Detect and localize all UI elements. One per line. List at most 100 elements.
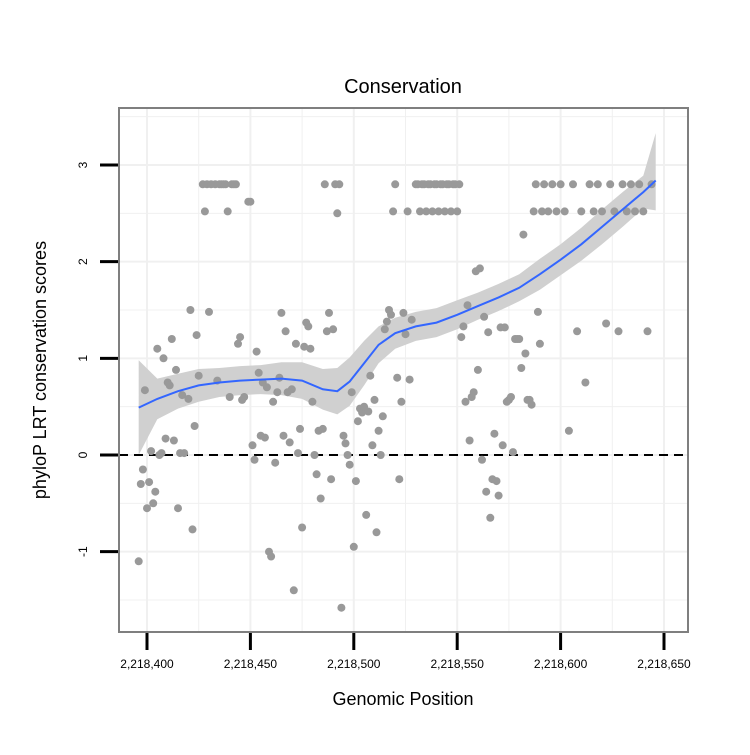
x-tick-label: 2,218,450 bbox=[224, 657, 278, 671]
data-point bbox=[569, 180, 577, 189]
data-point bbox=[482, 487, 491, 496]
data-point bbox=[267, 552, 276, 561]
x-tick-label: 2,218,500 bbox=[327, 657, 381, 671]
data-point bbox=[376, 451, 385, 459]
data-point bbox=[469, 388, 478, 397]
data-point bbox=[260, 433, 269, 442]
data-point bbox=[310, 451, 319, 459]
data-point bbox=[515, 335, 524, 343]
data-point bbox=[159, 354, 168, 363]
data-point bbox=[370, 395, 379, 404]
data-point bbox=[490, 429, 499, 438]
data-point bbox=[519, 230, 528, 239]
confidence-ribbon bbox=[138, 133, 656, 455]
data-point bbox=[153, 344, 162, 353]
data-point bbox=[277, 308, 286, 317]
data-point bbox=[391, 180, 400, 189]
data-point bbox=[271, 458, 280, 467]
data-point bbox=[463, 301, 472, 310]
data-point bbox=[378, 412, 387, 421]
data-point bbox=[186, 306, 195, 314]
data-point bbox=[246, 197, 255, 206]
smooth-line-layer bbox=[138, 179, 657, 409]
data-point bbox=[269, 397, 278, 406]
data-point bbox=[231, 180, 240, 189]
data-point bbox=[320, 180, 329, 189]
data-point bbox=[434, 207, 443, 216]
data-point bbox=[422, 207, 431, 216]
y-axis-label: phyloP LRT conservation scores bbox=[30, 241, 50, 499]
data-point bbox=[602, 319, 611, 328]
data-point bbox=[457, 333, 466, 342]
data-point bbox=[279, 431, 288, 440]
data-point bbox=[382, 317, 391, 326]
data-point bbox=[138, 465, 147, 474]
data-point bbox=[631, 207, 639, 216]
data-point bbox=[294, 449, 302, 458]
data-point bbox=[581, 378, 590, 387]
data-point bbox=[180, 449, 189, 458]
smooth-fit-line bbox=[138, 179, 657, 409]
data-point bbox=[353, 417, 362, 426]
data-point bbox=[498, 441, 507, 450]
data-point bbox=[300, 342, 309, 351]
data-point bbox=[372, 528, 381, 537]
data-point bbox=[296, 424, 304, 433]
y-tick-label: -1 bbox=[76, 546, 90, 557]
data-point bbox=[167, 335, 176, 343]
data-point bbox=[329, 325, 338, 334]
data-point bbox=[484, 328, 493, 337]
data-point bbox=[475, 264, 484, 273]
data-point bbox=[540, 180, 549, 189]
data-point bbox=[455, 180, 464, 189]
data-point bbox=[598, 207, 606, 216]
data-point bbox=[507, 393, 515, 401]
data-point bbox=[480, 312, 489, 321]
data-point bbox=[577, 207, 586, 216]
data-point bbox=[395, 475, 404, 484]
y-tick-label: 1 bbox=[76, 355, 90, 362]
data-point bbox=[560, 207, 569, 216]
data-point bbox=[643, 327, 652, 336]
data-point bbox=[393, 373, 402, 382]
data-point bbox=[473, 365, 482, 374]
data-point bbox=[281, 327, 290, 336]
data-point bbox=[401, 330, 410, 339]
data-point bbox=[374, 426, 383, 435]
data-point bbox=[618, 180, 627, 189]
data-point bbox=[610, 207, 619, 216]
data-point bbox=[440, 207, 449, 216]
data-point bbox=[289, 586, 298, 595]
data-point bbox=[316, 494, 325, 503]
data-point bbox=[405, 375, 414, 384]
data-point bbox=[134, 557, 143, 566]
data-point bbox=[486, 513, 495, 522]
y-tick-label: 2 bbox=[76, 258, 90, 265]
data-point bbox=[169, 436, 178, 445]
data-point bbox=[500, 323, 509, 332]
data-point bbox=[556, 180, 565, 189]
data-points bbox=[134, 180, 656, 612]
data-point bbox=[517, 364, 526, 372]
data-point bbox=[531, 180, 540, 189]
data-point bbox=[151, 487, 160, 496]
data-point bbox=[345, 460, 354, 469]
data-point bbox=[492, 477, 501, 486]
data-point bbox=[529, 207, 538, 216]
data-point bbox=[351, 477, 360, 486]
data-point bbox=[465, 436, 474, 445]
data-point bbox=[273, 388, 282, 397]
data-point bbox=[573, 327, 582, 336]
data-point bbox=[461, 397, 470, 406]
data-point bbox=[589, 207, 598, 216]
data-point bbox=[254, 368, 263, 377]
data-point bbox=[478, 455, 486, 464]
data-point bbox=[535, 339, 544, 348]
data-point bbox=[250, 455, 259, 464]
x-tick-label: 2,218,550 bbox=[431, 657, 485, 671]
data-point bbox=[149, 499, 158, 508]
data-point bbox=[157, 449, 166, 458]
x-axis: 2,218,400 2,218,450 2,218,500 2,218,550 2,21… bbox=[120, 633, 691, 671]
